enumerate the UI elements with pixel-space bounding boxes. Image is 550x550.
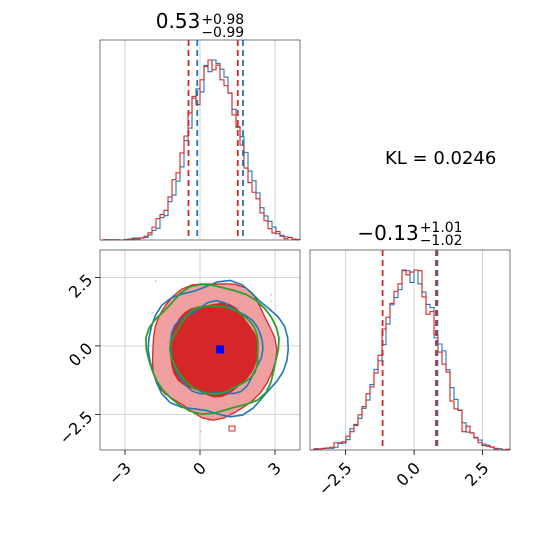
joint-ytick-label-1: 0.0 <box>65 339 96 370</box>
joint-xtick-label-1: 0 <box>189 458 210 479</box>
marginal-y-xtick-label-0: −2.5 <box>315 458 356 499</box>
marginal-y-hist-series-1 <box>310 269 511 451</box>
joint-contour-green-outer <box>144 283 280 416</box>
joint-panel: −3 0 3 2.5 0.0 −2.5 <box>55 249 301 489</box>
joint-contour-blue-outer <box>147 279 290 418</box>
joint-scatter-point <box>270 300 273 303</box>
marginal-y-frame <box>309 249 511 451</box>
marginal-y-xtick-label-1: 0.0 <box>393 458 424 489</box>
marginal-x-title-sub: −0.99 <box>201 25 244 41</box>
joint-ytick-label-2: −2.5 <box>55 407 96 448</box>
marginal-y-title: −0.13 <box>357 221 418 245</box>
joint-marker-red <box>208 345 217 354</box>
marginal-x-title: 0.53 <box>156 9 201 33</box>
joint-xtick-label-0: −3 <box>105 458 135 488</box>
marginal-x-title-sup: +0.98 <box>201 12 244 28</box>
joint-scatter-point <box>200 430 203 433</box>
marginal-x-frame <box>99 39 301 241</box>
joint-scatter-point <box>207 419 210 422</box>
joint-marker-blue <box>216 345 224 354</box>
joint-xtick-label-2: 3 <box>264 458 285 479</box>
joint-scatter-point <box>154 279 157 282</box>
joint-ytick-label-0: 2.5 <box>65 270 96 301</box>
marginal-y-title-sub: −1.02 <box>420 233 463 249</box>
marginal-x-hist-series-1 <box>100 59 301 241</box>
joint-scatter-point <box>269 293 272 296</box>
joint-outlier-blob <box>228 425 236 432</box>
marginal-y-background <box>310 250 510 450</box>
joint-contour-green-inner <box>168 305 259 396</box>
marginal-x-panel: 0.53 +0.98 −0.99 <box>99 9 301 241</box>
kl-annotation: KL = 0.0246 <box>385 148 496 169</box>
marginal-y-title-sup: +1.01 <box>420 220 463 236</box>
marginal-y-xtick-label-2: 2.5 <box>461 458 492 489</box>
joint-scatter-point <box>151 312 154 315</box>
marginal-y-panel: −2.5 0.0 2.5 −0.13 +1.01 −1.02 <box>309 220 511 499</box>
